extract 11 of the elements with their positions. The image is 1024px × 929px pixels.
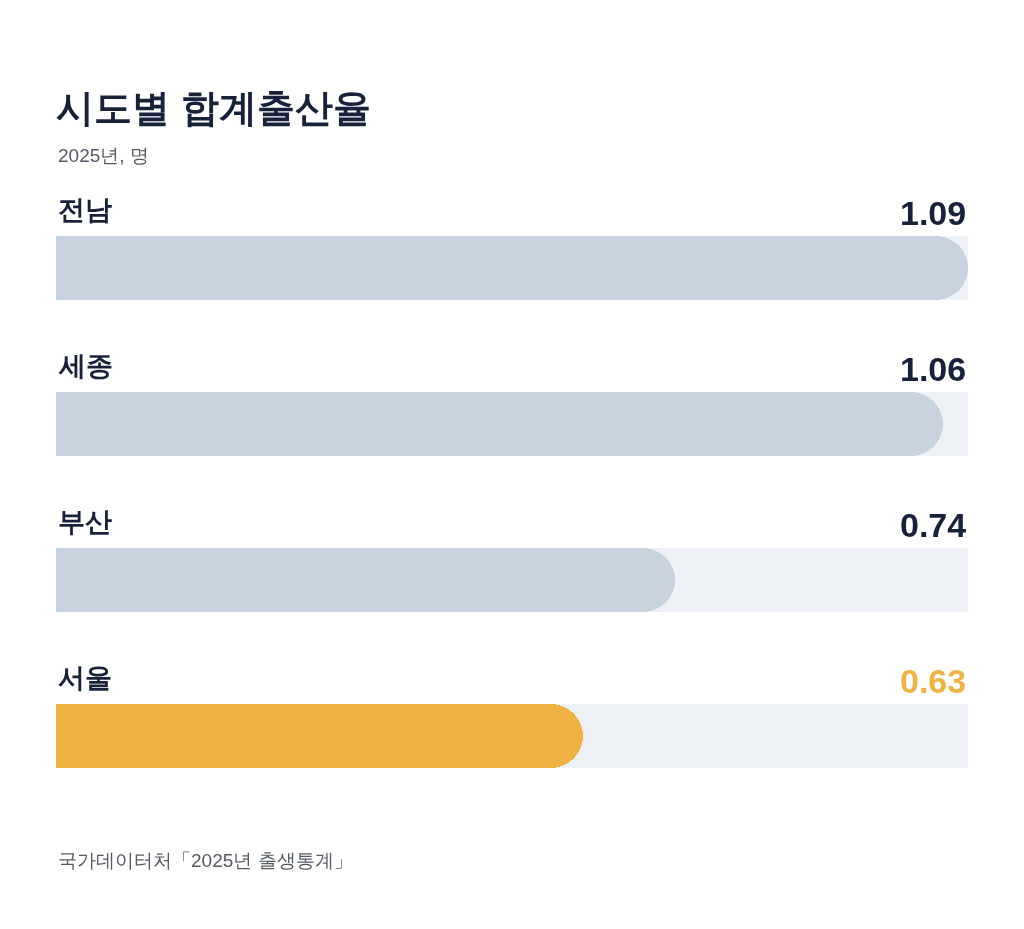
data-label: 0.63 <box>900 662 967 700</box>
data-label: 1.06 <box>900 350 967 388</box>
text: 국가데이터처「2025년 출생통계」 <box>58 850 353 871</box>
chart-title: 시도별 합계출산율 <box>56 87 371 130</box>
data-label: 0.74 <box>900 506 967 544</box>
y-tick-label: 세종 <box>58 351 113 381</box>
text: 2025년, 명 <box>58 145 149 166</box>
data-label: 1.09 <box>900 194 967 232</box>
y-tick-label: 서울 <box>58 663 112 693</box>
y-tick-label: 전남 <box>58 195 112 225</box>
y-tick-label: 부산 <box>58 507 112 537</box>
